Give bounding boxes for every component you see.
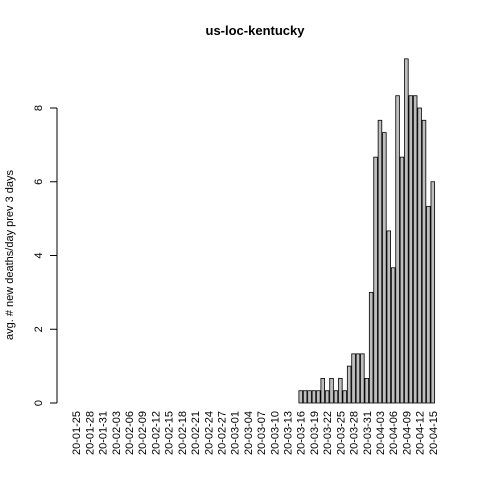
y-tick-label: 4 <box>33 252 45 258</box>
bar-20-03-20 <box>316 390 321 404</box>
bar-20-03-18 <box>307 390 312 404</box>
bar-20-03-19 <box>311 390 317 404</box>
y-axis-label: avg. # new deaths/day prev 3 days <box>4 170 16 340</box>
x-tick-label: 20-03-28 <box>349 411 361 455</box>
bars <box>298 58 436 404</box>
bar-20-03-24 <box>333 390 339 404</box>
x-tick-label: 20-03-01 <box>230 411 242 455</box>
bar-20-03-28 <box>351 353 356 404</box>
x-axis-tick-labels: 20-01-25 20-01-28 20-01-31 20-02-03 20-02-06… <box>71 411 440 455</box>
bar-20-03-21 <box>320 377 325 404</box>
y-tick-label: 2 <box>33 326 45 332</box>
x-tick-label: 20-03-16 <box>296 411 308 455</box>
x-tick-label: 20-03-22 <box>322 411 334 455</box>
bar-20-03-23 <box>329 377 334 404</box>
bar-20-03-30 <box>360 353 365 404</box>
bar-20-04-15 <box>430 181 436 404</box>
x-tick-label: 20-03-13 <box>283 411 295 455</box>
x-tick-label: 20-02-03 <box>111 411 123 455</box>
y-tick-label: 0 <box>33 400 45 406</box>
bar-20-04-02 <box>373 156 378 404</box>
bar-20-04-04 <box>382 132 387 404</box>
bar-20-03-26 <box>342 390 347 404</box>
x-tick-label: 20-04-12 <box>415 411 427 455</box>
bar-20-03-17 <box>302 390 308 404</box>
bar-20-03-29 <box>355 353 361 404</box>
bar-20-04-05 <box>386 230 392 404</box>
x-tick-label: 20-01-31 <box>98 411 110 455</box>
x-tick-label: 20-02-06 <box>124 411 136 455</box>
bar-20-03-22 <box>324 390 330 404</box>
x-tick-label: 20-02-21 <box>190 411 202 455</box>
x-tick-label: 20-02-09 <box>137 411 149 455</box>
bar-20-04-10 <box>408 95 414 404</box>
x-tick-label: 20-02-27 <box>216 411 228 455</box>
x-tick-label: 20-03-10 <box>269 411 281 455</box>
x-tick-label: 20-03-07 <box>256 411 268 455</box>
bar-20-03-31 <box>364 377 369 404</box>
x-tick-label: 20-04-09 <box>401 411 413 455</box>
x-tick-label: 20-02-24 <box>203 411 215 455</box>
bar-20-04-07 <box>395 95 400 404</box>
y-tick-label: 6 <box>33 179 45 185</box>
bar-20-04-12 <box>417 107 422 404</box>
bar-20-04-03 <box>377 119 383 404</box>
bar-20-04-11 <box>412 95 418 404</box>
x-tick-label: 20-02-12 <box>150 411 162 455</box>
x-tick-label: 20-04-06 <box>388 411 400 455</box>
bar-20-04-01 <box>368 291 374 404</box>
bar-20-04-14 <box>426 205 431 404</box>
x-tick-label: 20-01-25 <box>71 411 83 455</box>
y-axis: 0 2 4 6 8 <box>33 105 58 406</box>
x-tick-label: 20-02-15 <box>164 411 176 455</box>
x-tick-label: 20-03-19 <box>309 411 321 455</box>
bar-20-03-27 <box>346 365 352 404</box>
x-tick-label: 20-02-18 <box>177 411 189 455</box>
bar-20-03-25 <box>338 377 343 404</box>
x-tick-label: 20-03-04 <box>243 411 255 455</box>
x-tick-label: 20-03-25 <box>335 411 347 455</box>
x-tick-label: 20-03-31 <box>362 411 374 455</box>
bar-20-03-16 <box>298 390 303 404</box>
bar-20-04-08 <box>399 156 405 404</box>
y-tick-label: 8 <box>33 105 45 111</box>
x-tick-label: 20-04-15 <box>428 411 440 455</box>
x-tick-label: 20-04-03 <box>375 411 387 455</box>
bar-20-04-13 <box>421 119 427 404</box>
chart-title: us-loc-kentucky <box>206 23 306 38</box>
bar-20-04-06 <box>390 267 396 404</box>
bar-20-04-09 <box>404 58 409 404</box>
x-tick-label: 20-01-28 <box>84 411 96 455</box>
